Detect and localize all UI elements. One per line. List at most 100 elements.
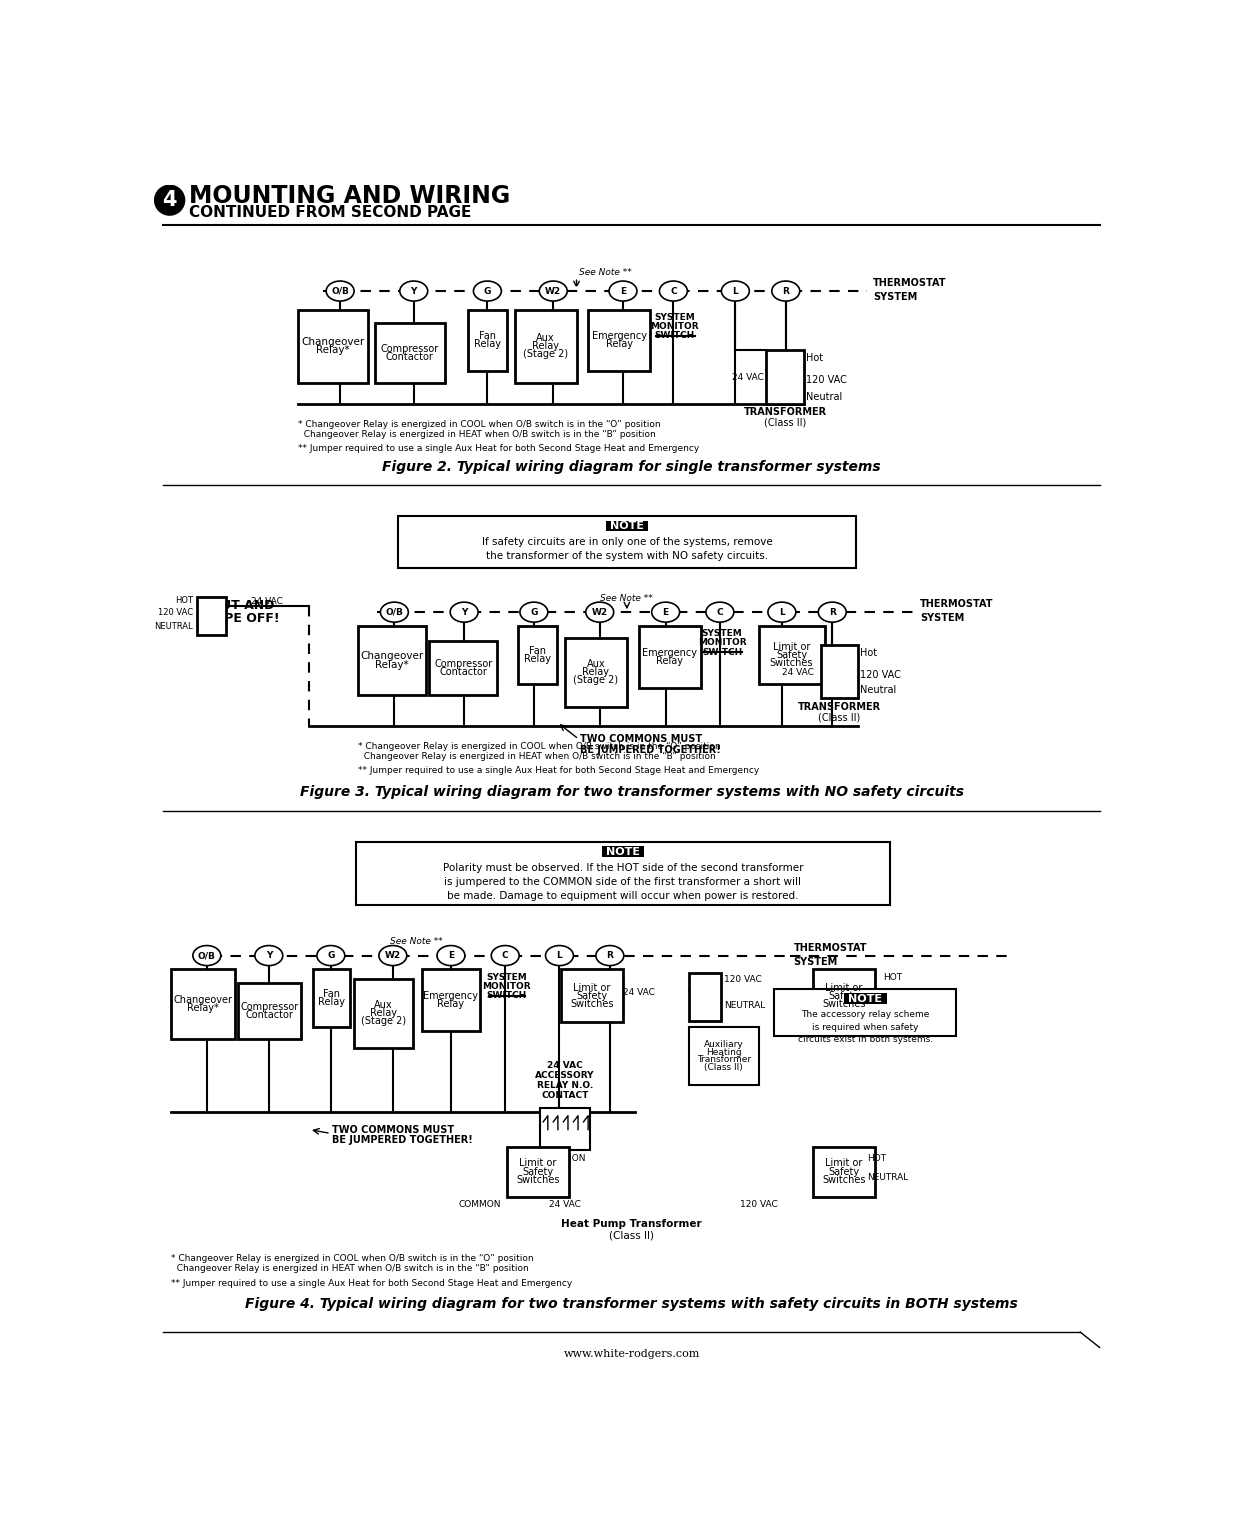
Text: Aux: Aux <box>374 1001 393 1010</box>
Text: Relay: Relay <box>524 654 551 664</box>
Text: See Note **: See Note ** <box>578 268 631 277</box>
Text: MONITOR: MONITOR <box>482 983 531 990</box>
Text: ACCESSORY: ACCESSORY <box>535 1072 594 1080</box>
Text: Safety: Safety <box>829 990 859 1001</box>
Text: ** Jumper required to use a single Aux Heat for both Second Stage Heat and Emerg: ** Jumper required to use a single Aux H… <box>298 444 699 453</box>
Text: L: L <box>779 608 784 616</box>
Bar <box>238 983 301 1038</box>
Bar <box>767 350 804 403</box>
Text: Emergency: Emergency <box>423 992 478 1001</box>
Text: NEUTRAL: NEUTRAL <box>724 1001 764 1010</box>
Text: G: G <box>327 952 334 959</box>
Ellipse shape <box>545 946 573 966</box>
Ellipse shape <box>473 280 502 300</box>
Ellipse shape <box>317 946 345 966</box>
Ellipse shape <box>721 280 750 300</box>
Text: Changeover Relay is energized in HEAT when O/B switch is in the “B” position: Changeover Relay is energized in HEAT wh… <box>171 1264 529 1274</box>
Text: O/B: O/B <box>332 286 349 296</box>
Text: 4: 4 <box>163 191 176 209</box>
Bar <box>507 1146 568 1197</box>
Text: NEUTRAL: NEUTRAL <box>154 622 192 630</box>
Ellipse shape <box>491 946 519 966</box>
Text: Safety: Safety <box>829 1167 859 1177</box>
Text: Fan: Fan <box>323 989 340 999</box>
Bar <box>561 970 623 1023</box>
Text: Fan: Fan <box>529 645 546 656</box>
Ellipse shape <box>450 602 478 622</box>
Bar <box>565 638 626 707</box>
Text: W2: W2 <box>592 608 608 616</box>
Text: Switches: Switches <box>570 999 614 1009</box>
Text: MONITOR: MONITOR <box>651 322 699 331</box>
Text: 24 VAC: 24 VAC <box>549 1200 581 1209</box>
Text: Safety: Safety <box>523 1167 554 1177</box>
Ellipse shape <box>586 602 614 622</box>
Text: TRANSFORMER: TRANSFORMER <box>743 407 826 417</box>
Text: E: E <box>448 952 454 959</box>
Text: R: R <box>607 952 613 959</box>
Text: HOT: HOT <box>883 973 901 981</box>
Text: Limit or: Limit or <box>773 642 810 651</box>
Text: Emergency: Emergency <box>592 331 646 342</box>
Text: Neutral: Neutral <box>806 391 842 402</box>
Ellipse shape <box>436 946 465 966</box>
Text: (Class II): (Class II) <box>764 417 806 428</box>
Text: See Note **: See Note ** <box>390 938 443 946</box>
Text: Relay: Relay <box>531 342 559 351</box>
Text: G: G <box>483 286 491 296</box>
Text: Safety: Safety <box>577 990 608 1001</box>
Text: Y: Y <box>411 286 417 296</box>
Text: Heat Pump Transformer: Heat Pump Transformer <box>561 1218 702 1229</box>
Text: Relay: Relay <box>438 999 465 1009</box>
Text: Auxiliary: Auxiliary <box>704 1041 743 1049</box>
Text: (Class II): (Class II) <box>704 1063 743 1072</box>
Bar <box>355 841 890 904</box>
Text: Relay*: Relay* <box>187 1003 218 1013</box>
Circle shape <box>155 186 184 214</box>
Ellipse shape <box>255 946 282 966</box>
Text: 24 VAC: 24 VAC <box>250 598 282 605</box>
Text: Changeover: Changeover <box>360 651 424 661</box>
Text: Safety: Safety <box>776 650 808 659</box>
Text: RELAY N.O.: RELAY N.O. <box>536 1081 593 1090</box>
Text: BE JUMPERED TOGETHER!: BE JUMPERED TOGETHER! <box>333 1135 473 1146</box>
Text: Changeover: Changeover <box>302 337 365 346</box>
Bar <box>689 973 721 1021</box>
Text: Compressor: Compressor <box>240 1003 298 1012</box>
Text: C: C <box>670 286 677 296</box>
Text: L: L <box>556 952 562 959</box>
Text: Emergency: Emergency <box>642 648 697 658</box>
Text: Hot: Hot <box>806 353 822 363</box>
Text: Limit or: Limit or <box>825 983 863 992</box>
Bar <box>602 845 645 856</box>
Text: SYSTEM: SYSTEM <box>794 956 837 967</box>
Text: O/B: O/B <box>197 952 216 959</box>
Text: (Stage 2): (Stage 2) <box>573 676 619 685</box>
Text: Heating: Heating <box>707 1047 741 1056</box>
Text: Neutral: Neutral <box>861 685 896 695</box>
Text: HOT: HOT <box>175 596 192 605</box>
Text: Polarity must be observed. If the HOT side of the second transformer
is jumpered: Polarity must be observed. If the HOT si… <box>443 862 803 901</box>
Text: * Changeover Relay is energized in COOL when O/B switch is in the “O” position: * Changeover Relay is energized in COOL … <box>171 1254 534 1263</box>
Text: Compressor: Compressor <box>434 659 492 670</box>
Ellipse shape <box>539 280 567 300</box>
Text: * Changeover Relay is energized in COOL when O/B switch is in the “O” position: * Changeover Relay is energized in COOL … <box>358 741 720 750</box>
Text: Relay*: Relay* <box>317 345 350 356</box>
Text: Y: Y <box>265 952 272 959</box>
Text: (Stage 2): (Stage 2) <box>361 1016 406 1026</box>
Text: THERMOSTAT: THERMOSTAT <box>873 279 947 288</box>
Text: * Changeover Relay is energized in COOL when O/B switch is in the “O” position: * Changeover Relay is energized in COOL … <box>298 419 661 428</box>
Text: Switches: Switches <box>822 1175 866 1184</box>
Bar <box>422 970 481 1032</box>
Text: Limit or: Limit or <box>573 983 610 992</box>
Ellipse shape <box>819 602 846 622</box>
Text: Y: Y <box>461 608 467 616</box>
Text: 24 VAC: 24 VAC <box>731 373 763 382</box>
Text: Switches: Switches <box>515 1175 560 1184</box>
Text: HOT: HOT <box>867 1153 887 1163</box>
Bar <box>689 1027 758 1084</box>
Bar <box>588 310 650 371</box>
Text: R: R <box>782 286 789 296</box>
Text: O/B: O/B <box>386 608 403 616</box>
Text: (Stage 2): (Stage 2) <box>523 350 568 359</box>
